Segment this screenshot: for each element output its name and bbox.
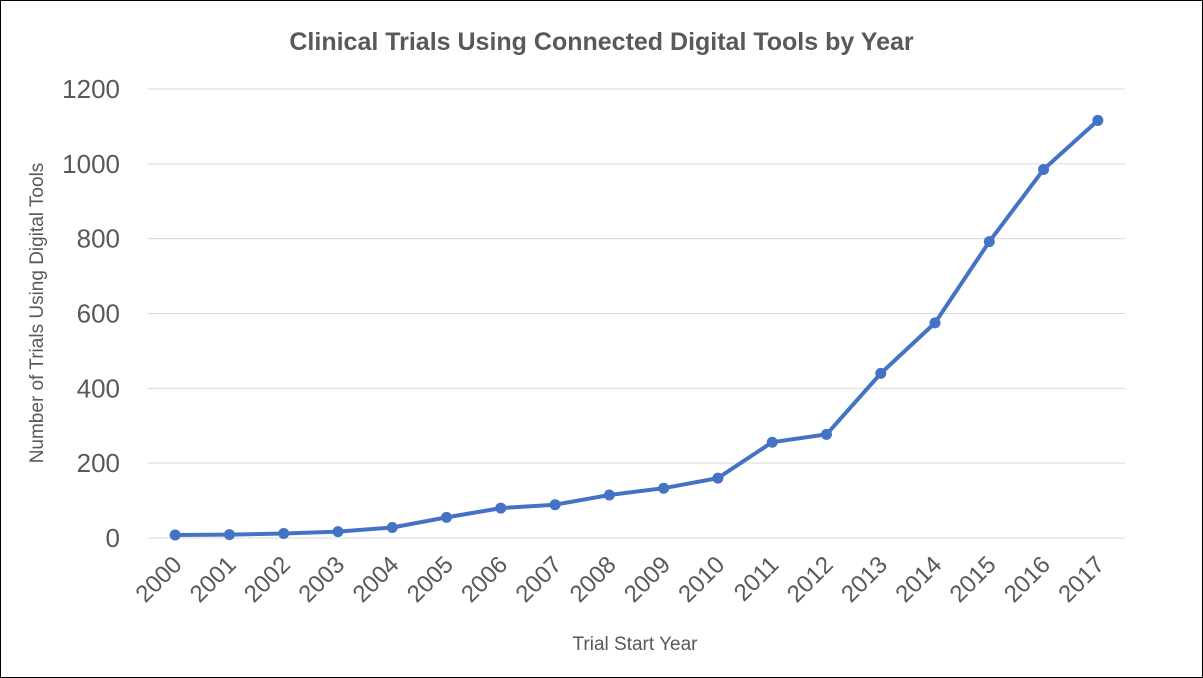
x-tick-label: 2016 (999, 551, 1056, 608)
y-tick-label: 400 (77, 373, 120, 403)
data-point (820, 428, 832, 440)
x-tick-label: 2010 (673, 551, 730, 608)
x-tick-label: 2009 (619, 551, 676, 608)
x-tick-label: 2007 (510, 551, 567, 608)
x-axis-title: Trial Start Year (572, 634, 698, 655)
data-point (875, 367, 887, 379)
data-point (1038, 163, 1050, 175)
gridlines (148, 88, 1125, 539)
x-tick-label: 2006 (456, 551, 513, 608)
x-tick-label: 2013 (836, 551, 893, 608)
data-point (332, 526, 344, 538)
data-point (766, 436, 778, 448)
x-tick-label: 2000 (131, 551, 188, 608)
data-point (658, 482, 670, 494)
x-tick-labels: 2000200120022003200420052006200720082009… (131, 551, 1111, 608)
data-point (223, 529, 235, 541)
series-line (173, 118, 1100, 537)
data-point (441, 511, 453, 523)
data-point (386, 522, 398, 534)
data-point (169, 529, 181, 541)
y-tick-labels: 0 200 400 600 800 1000 1200 (62, 74, 120, 553)
x-tick-label: 2005 (402, 551, 459, 608)
x-tick-label: 2002 (239, 551, 296, 608)
data-point (1092, 114, 1104, 126)
y-tick-label: 200 (77, 448, 120, 478)
x-tick-label: 2004 (348, 551, 405, 608)
data-point (549, 499, 561, 511)
x-tick-label: 2011 (729, 551, 785, 607)
x-tick-label: 2012 (782, 551, 839, 608)
y-tick-label: 0 (106, 523, 120, 553)
data-point (929, 317, 941, 329)
x-tick-label: 2014 (890, 551, 947, 608)
x-tick-label: 2001 (185, 551, 242, 608)
x-tick-label: 2017 (1053, 551, 1110, 608)
y-tick-label: 1000 (62, 149, 120, 179)
y-tick-label: 1200 (62, 74, 120, 104)
x-tick-label: 2008 (565, 551, 622, 608)
data-point (712, 472, 724, 484)
chart-title: Clinical Trials Using Connected Digital … (289, 28, 914, 56)
data-point (603, 489, 615, 501)
x-tick-label: 2003 (293, 551, 350, 608)
data-point (983, 236, 995, 248)
y-tick-label: 600 (77, 299, 120, 329)
x-tick-label: 2015 (945, 551, 1002, 608)
series-layer (169, 114, 1104, 541)
data-point (278, 528, 290, 540)
data-point (495, 502, 507, 514)
y-tick-label: 800 (77, 224, 120, 254)
